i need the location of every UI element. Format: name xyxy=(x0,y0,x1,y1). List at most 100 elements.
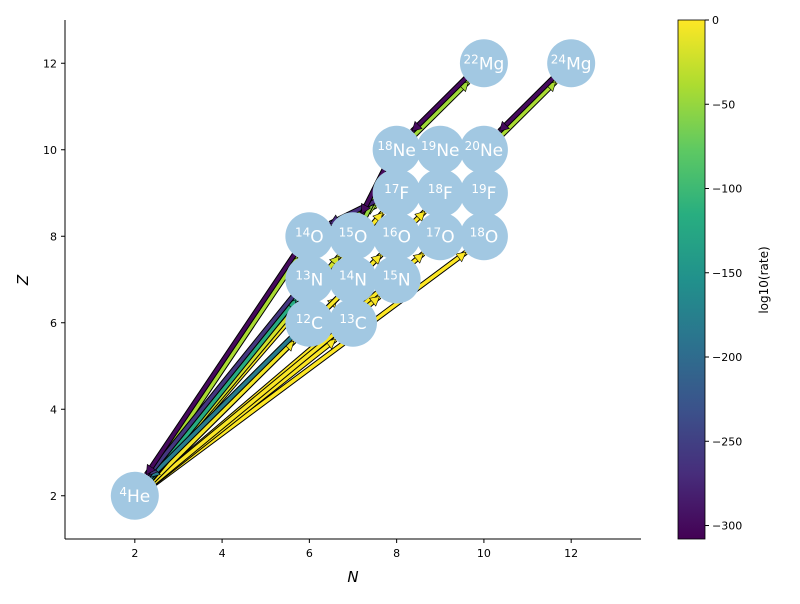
nucleus-label: 14O xyxy=(295,225,324,247)
nucleus-f18: 18F xyxy=(416,169,465,217)
rate-link-ne20-mg24 xyxy=(493,79,558,144)
mass-number: 24 xyxy=(551,52,566,66)
mass-number: 18 xyxy=(428,182,443,196)
element-symbol: N xyxy=(398,271,411,291)
colorbar-tick: 0 xyxy=(705,14,719,27)
mass-number: 22 xyxy=(464,52,479,66)
colorbar-tick: −300 xyxy=(705,520,742,533)
mass-number: 13 xyxy=(339,312,354,326)
mass-number: 4 xyxy=(119,485,127,499)
mass-number: 16 xyxy=(382,225,397,239)
x-tick: 2 xyxy=(131,539,138,560)
rate-link-c12-he4 xyxy=(148,329,300,480)
nucleus-label: 18Ne xyxy=(377,139,415,161)
nucleus-mg24: 24Mg xyxy=(547,39,596,88)
nucleus-label: 17F xyxy=(384,182,409,204)
rate-link-mg22-ne18 xyxy=(410,69,475,134)
mass-number: 18 xyxy=(377,139,392,153)
element-symbol: F xyxy=(443,184,453,204)
colorbar-tick-label: −50 xyxy=(712,98,735,111)
nucleus-he4: 4He xyxy=(110,471,159,520)
nucleus-label: 4He xyxy=(119,485,150,507)
element-symbol: O xyxy=(485,227,498,247)
nucleus-n15: 15N xyxy=(372,255,421,304)
y-tick-label: 12 xyxy=(43,57,57,70)
x-tick: 10 xyxy=(477,539,491,560)
y-tick: 12 xyxy=(43,57,65,70)
colorbar-tick-label: −200 xyxy=(712,351,742,364)
x-tick-label: 2 xyxy=(131,547,138,560)
colorbar-tick: −150 xyxy=(705,267,742,280)
nucleus-o18: 18O xyxy=(459,212,508,261)
rate-link-o14-he4 xyxy=(144,245,302,477)
y-ticks: 2 4 6 8 10 12 xyxy=(43,57,65,503)
colorbar-ticks: 0 −50 −100 −150 −200 −250 −300 xyxy=(705,14,742,533)
colorbar-label: log10(rate) xyxy=(757,246,771,313)
nucleus-n13: 13N xyxy=(285,255,334,304)
y-tick: 2 xyxy=(50,490,65,503)
nucleus-label: 18O xyxy=(470,225,499,247)
y-tick: 8 xyxy=(50,230,65,243)
nucleus-label: 15O xyxy=(339,225,368,247)
mass-number: 15 xyxy=(383,269,398,283)
nucleus-f19: 19F xyxy=(459,169,508,217)
element-symbol: C xyxy=(355,314,367,334)
x-tick-label: 12 xyxy=(564,547,578,560)
element-symbol: N xyxy=(311,271,324,291)
nucleus-n14: 14N xyxy=(329,255,377,304)
nucleus-o15: 15O xyxy=(329,212,377,261)
x-tick-label: 10 xyxy=(477,547,491,560)
rate-link-mg24-ne20 xyxy=(497,69,562,134)
nucleus-label: 22Mg xyxy=(464,52,505,74)
colorbar-tick-label: 0 xyxy=(712,14,719,27)
colorbar-tick-label: −300 xyxy=(712,520,742,533)
nucleus-label: 15N xyxy=(383,269,411,291)
mass-number: 17 xyxy=(426,225,441,239)
nucleus-label: 17O xyxy=(426,225,455,247)
element-symbol: C xyxy=(311,314,323,334)
nucleus-c12: 12C xyxy=(285,298,334,347)
colorbar-tick-label: −150 xyxy=(712,267,742,280)
element-symbol: Mg xyxy=(566,54,591,74)
y-tick-label: 8 xyxy=(50,230,57,243)
nucleus-label: 13C xyxy=(339,312,366,334)
mass-number: 19 xyxy=(471,182,486,196)
element-symbol: Ne xyxy=(480,141,503,161)
colorbar-tick: −200 xyxy=(705,351,742,364)
mass-number: 15 xyxy=(339,225,354,239)
element-symbol: Ne xyxy=(436,141,459,161)
x-tick: 8 xyxy=(393,539,400,560)
mass-number: 12 xyxy=(296,312,311,326)
colorbar-tick: −250 xyxy=(705,435,742,448)
nucleus-ne19: 19Ne xyxy=(416,125,465,174)
nucleus-label: 14N xyxy=(339,269,367,291)
y-tick-label: 6 xyxy=(50,317,57,330)
element-symbol: F xyxy=(487,184,497,204)
colorbar-tick: −50 xyxy=(705,98,735,111)
colorbar-tick-label: −100 xyxy=(712,183,742,196)
element-symbol: Ne xyxy=(393,141,416,161)
x-ticks: 2 4 6 8 10 12 xyxy=(131,539,578,560)
x-axis-label: N xyxy=(347,568,358,586)
mass-number: 19 xyxy=(421,139,436,153)
nucleus-o16: 16O xyxy=(372,212,421,261)
nucleus-ne18: 18Ne xyxy=(372,125,421,174)
element-symbol: He xyxy=(127,487,150,507)
x-tick: 12 xyxy=(564,539,578,560)
y-axis-label: Z xyxy=(14,274,32,286)
y-tick: 10 xyxy=(43,144,65,157)
nucleus-label: 20Ne xyxy=(465,139,503,161)
nucleus-f17: 17F xyxy=(372,169,421,217)
y-tick-label: 2 xyxy=(50,490,57,503)
nucleus-label: 19F xyxy=(471,182,496,204)
y-tick: 6 xyxy=(50,317,65,330)
colorbar: 0 −50 −100 −150 −200 −250 −300 log10(rate) xyxy=(677,14,771,540)
nucleus-ne20: 20Ne xyxy=(459,125,508,174)
nucleus-label: 19Ne xyxy=(421,139,459,161)
x-tick-label: 6 xyxy=(306,547,313,560)
nucleus-label: 18F xyxy=(428,182,453,204)
x-tick-label: 4 xyxy=(219,547,226,560)
mass-number: 13 xyxy=(295,269,310,283)
element-symbol: N xyxy=(354,271,367,291)
